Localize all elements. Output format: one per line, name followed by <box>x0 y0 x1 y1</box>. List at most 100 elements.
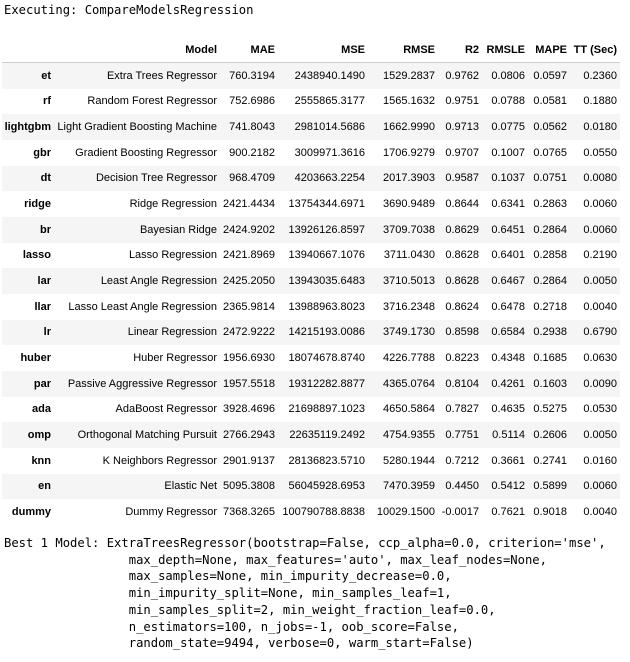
header-row: Model MAE MSE RMSE R2 RMSLE MAPE TT (Sec) <box>2 38 620 63</box>
cell-r2: 0.7751 <box>445 429 479 442</box>
cell-rmse: 3716.2348 <box>383 300 435 313</box>
table-row: knn K Neighbors Regressor 2901.9137 2813682… <box>2 448 620 474</box>
cell-mae: 2425.2050 <box>223 275 275 288</box>
cell-r2: 0.8629 <box>445 223 479 236</box>
cell-model: Lasso Least Angle Regression <box>68 300 217 313</box>
cell-r2: 0.8223 <box>445 352 479 365</box>
table-row: br Bayesian Ridge 2424.9202 13926126.8597 37… <box>2 216 620 243</box>
cell-index: lightgbm <box>4 121 51 134</box>
cell-r2: 0.8624 <box>445 300 479 313</box>
cell-rmsle: 0.0806 <box>491 69 525 82</box>
cell-rmsle: 0.5114 <box>492 429 525 442</box>
table-row: ada AdaBoost Regressor 3928.4696 21698897.1… <box>2 397 620 423</box>
cell-index: et <box>41 69 51 82</box>
cell-mse: 13926126.8597 <box>288 223 365 236</box>
cell-mape: 0.2864 <box>533 275 567 288</box>
cell-model: Dummy Regressor <box>125 505 217 518</box>
cell-index: knn <box>31 454 51 467</box>
table-row: par Passive Aggressive Regressor 1957.5518… <box>2 370 620 397</box>
cell-rmse: 5280.1944 <box>383 454 435 467</box>
column-header-model: Model <box>54 38 220 63</box>
cell-rmse: 7470.3959 <box>383 480 435 493</box>
cell-mape: 0.0765 <box>533 146 567 159</box>
cell-tt-sec: 0.0040 <box>583 505 617 518</box>
execution-status: Executing: CompareModelsRegression <box>4 3 254 17</box>
cell-rmse: 10029.1500 <box>376 505 435 518</box>
cell-rmsle: 0.1007 <box>491 146 525 159</box>
cell-r2: 0.9751 <box>445 95 479 108</box>
cell-mse: 22635119.2492 <box>289 429 365 442</box>
cell-index: gbr <box>33 146 51 159</box>
column-header-mae: MAE <box>220 38 278 63</box>
cell-mae: 1957.5518 <box>223 377 275 390</box>
table-row: dt Decision Tree Regressor 968.4709 4203663… <box>2 165 620 192</box>
cell-r2: 0.4450 <box>445 480 479 493</box>
cell-mape: 0.1603 <box>533 377 567 390</box>
cell-mse: 4203663.2254 <box>294 172 365 185</box>
cell-mae: 2421.8969 <box>223 249 275 262</box>
cell-tt-sec: 0.0180 <box>583 121 617 134</box>
cell-model: Least Angle Regression <box>100 275 217 288</box>
cell-rmsle: 0.6467 <box>491 275 525 288</box>
cell-mse: 19312282.8877 <box>288 377 365 390</box>
cell-mape: 0.9018 <box>533 505 567 518</box>
cell-index: dt <box>40 172 51 185</box>
cell-rmse: 4650.5864 <box>383 403 435 416</box>
table-row: gbr Gradient Boosting Regressor 900.2182 30… <box>2 140 620 166</box>
cell-mae: 2766.2943 <box>223 429 275 442</box>
cell-rmse: 1565.1632 <box>383 95 435 108</box>
table-row: rf Random Forest Regressor 752.6986 2555865… <box>2 89 620 115</box>
cell-index: huber <box>20 352 51 365</box>
cell-mse: 2981014.5686 <box>294 121 365 134</box>
cell-tt-sec: 0.0040 <box>583 300 617 313</box>
cell-tt-sec: 0.0550 <box>583 146 617 159</box>
cell-mse: 13754344.6971 <box>288 198 365 211</box>
cell-rmse: 1706.9279 <box>383 146 435 159</box>
cell-mae: 7368.3265 <box>223 505 275 518</box>
cell-r2: 0.8104 <box>445 377 479 390</box>
cell-r2: 0.7212 <box>445 454 479 467</box>
cell-mae: 968.4709 <box>229 172 275 185</box>
cell-rmsle: 0.1037 <box>491 172 525 185</box>
column-header-r2: R2 <box>438 38 482 63</box>
cell-tt-sec: 0.0060 <box>583 480 617 493</box>
cell-tt-sec: 0.2190 <box>583 249 617 262</box>
cell-mae: 5095.3808 <box>223 480 275 493</box>
cell-mse: 13943035.6483 <box>288 275 365 288</box>
model-comparison-table: Model MAE MSE RMSE R2 RMSLE MAPE TT (Sec) et Ext… <box>2 38 620 525</box>
column-header-mape: MAPE <box>528 38 570 63</box>
cell-rmse: 2017.3903 <box>383 172 435 185</box>
cell-rmsle: 0.6451 <box>491 223 525 236</box>
cell-r2: 0.7827 <box>445 403 479 416</box>
cell-index: lr <box>43 326 51 339</box>
cell-model: AdaBoost Regressor <box>115 403 218 416</box>
cell-rmsle: 0.7621 <box>491 505 525 518</box>
cell-mse: 21698897.1023 <box>288 403 365 416</box>
cell-rmse: 3711.0430 <box>383 249 435 262</box>
cell-mse: 56045928.6953 <box>288 480 365 493</box>
cell-mse: 28136823.5710 <box>288 454 365 467</box>
column-header-mse: MSE <box>278 38 368 63</box>
cell-mape: 0.2864 <box>533 223 567 236</box>
cell-mape: 0.2863 <box>533 198 567 211</box>
cell-r2: -0.0017 <box>441 505 479 518</box>
table-body: et Extra Trees Regressor 760.3194 2438940.1… <box>2 62 620 525</box>
cell-index: br <box>40 223 51 236</box>
table-row: lightgbm Light Gradient Boosting Machine 7… <box>2 114 620 140</box>
cell-rmsle: 0.6584 <box>491 326 525 339</box>
cell-mape: 0.1685 <box>533 352 567 365</box>
cell-r2: 0.8628 <box>445 275 479 288</box>
cell-mape: 0.2718 <box>533 300 567 313</box>
cell-rmsle: 0.4635 <box>491 403 525 416</box>
cell-mse: 2555865.3177 <box>294 95 365 108</box>
cell-index: par <box>33 377 51 390</box>
cell-rmse: 3710.5013 <box>383 275 435 288</box>
cell-rmsle: 0.0788 <box>491 95 525 108</box>
table-row: en Elastic Net 5095.3808 56045928.6953 7470.… <box>2 473 620 500</box>
table-header: Model MAE MSE RMSE R2 RMSLE MAPE TT (Sec) <box>2 38 620 63</box>
cell-tt-sec: 0.0050 <box>583 275 617 288</box>
cell-index: lar <box>37 275 51 288</box>
cell-rmsle: 0.5412 <box>491 480 525 493</box>
cell-mape: 0.2606 <box>533 429 567 442</box>
cell-tt-sec: 0.0050 <box>583 429 617 442</box>
